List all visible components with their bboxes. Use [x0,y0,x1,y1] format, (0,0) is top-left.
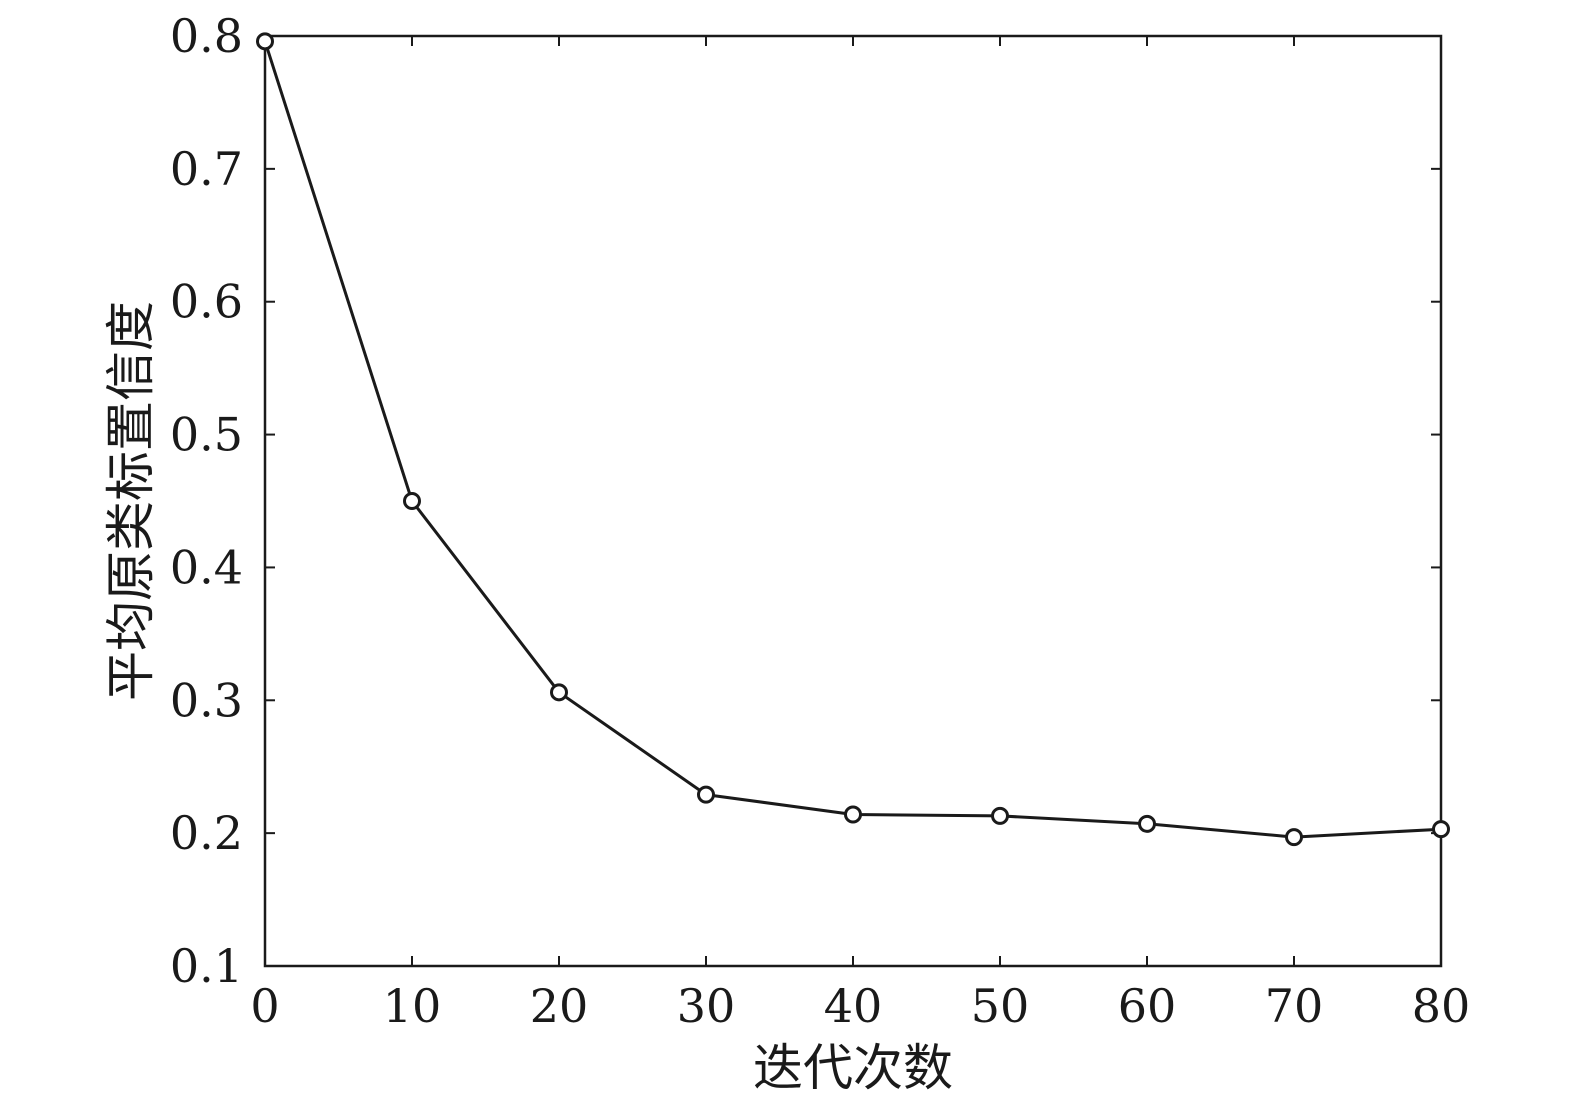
plot-area-frame [263,34,1443,968]
y-axis-tick-labels: 0.1 0.2 0.3 0.4 0.5 0.6 0.7 0.8 [170,9,243,993]
data-point [403,492,421,510]
series-line [263,40,1442,839]
y-tick-label: 0.4 [170,540,243,594]
data-point [697,785,715,804]
x-tick-label: 80 [1412,979,1471,1033]
series-layer [256,32,1450,847]
data-point [256,32,274,51]
y-tick-label: 0.7 [170,142,243,196]
x-tick-label: 50 [971,979,1030,1033]
y-tick-label: 0.8 [170,9,243,63]
data-point [1285,828,1303,847]
x-tick-label: 70 [1265,979,1324,1033]
y-tick-label: 0.5 [170,408,243,462]
y-axis-ticks [265,35,1441,967]
y-tick-label: 0.3 [170,673,243,727]
y-tick-label: 0.1 [170,939,243,993]
data-point [1138,814,1156,833]
x-tick-label: 20 [530,979,589,1033]
y-tick-label: 0.6 [170,275,243,329]
x-tick-label: 10 [383,979,442,1033]
x-tick-label: 0 [250,979,279,1033]
x-tick-label: 60 [1118,979,1177,1033]
x-axis-title: 迭代次数 [753,1039,953,1097]
data-point [1432,820,1450,839]
y-axis-title: 平均原类标置信度 [102,301,160,701]
x-tick-label: 30 [677,979,736,1033]
data-point [991,806,1009,825]
x-tick-label: 40 [824,979,883,1033]
x-axis-tick-labels: 0 10 20 30 40 50 60 70 80 [250,979,1470,1033]
x-axis-ticks [264,36,1442,966]
y-tick-label: 0.2 [170,806,243,860]
data-point [844,805,862,824]
data-point [550,683,568,702]
